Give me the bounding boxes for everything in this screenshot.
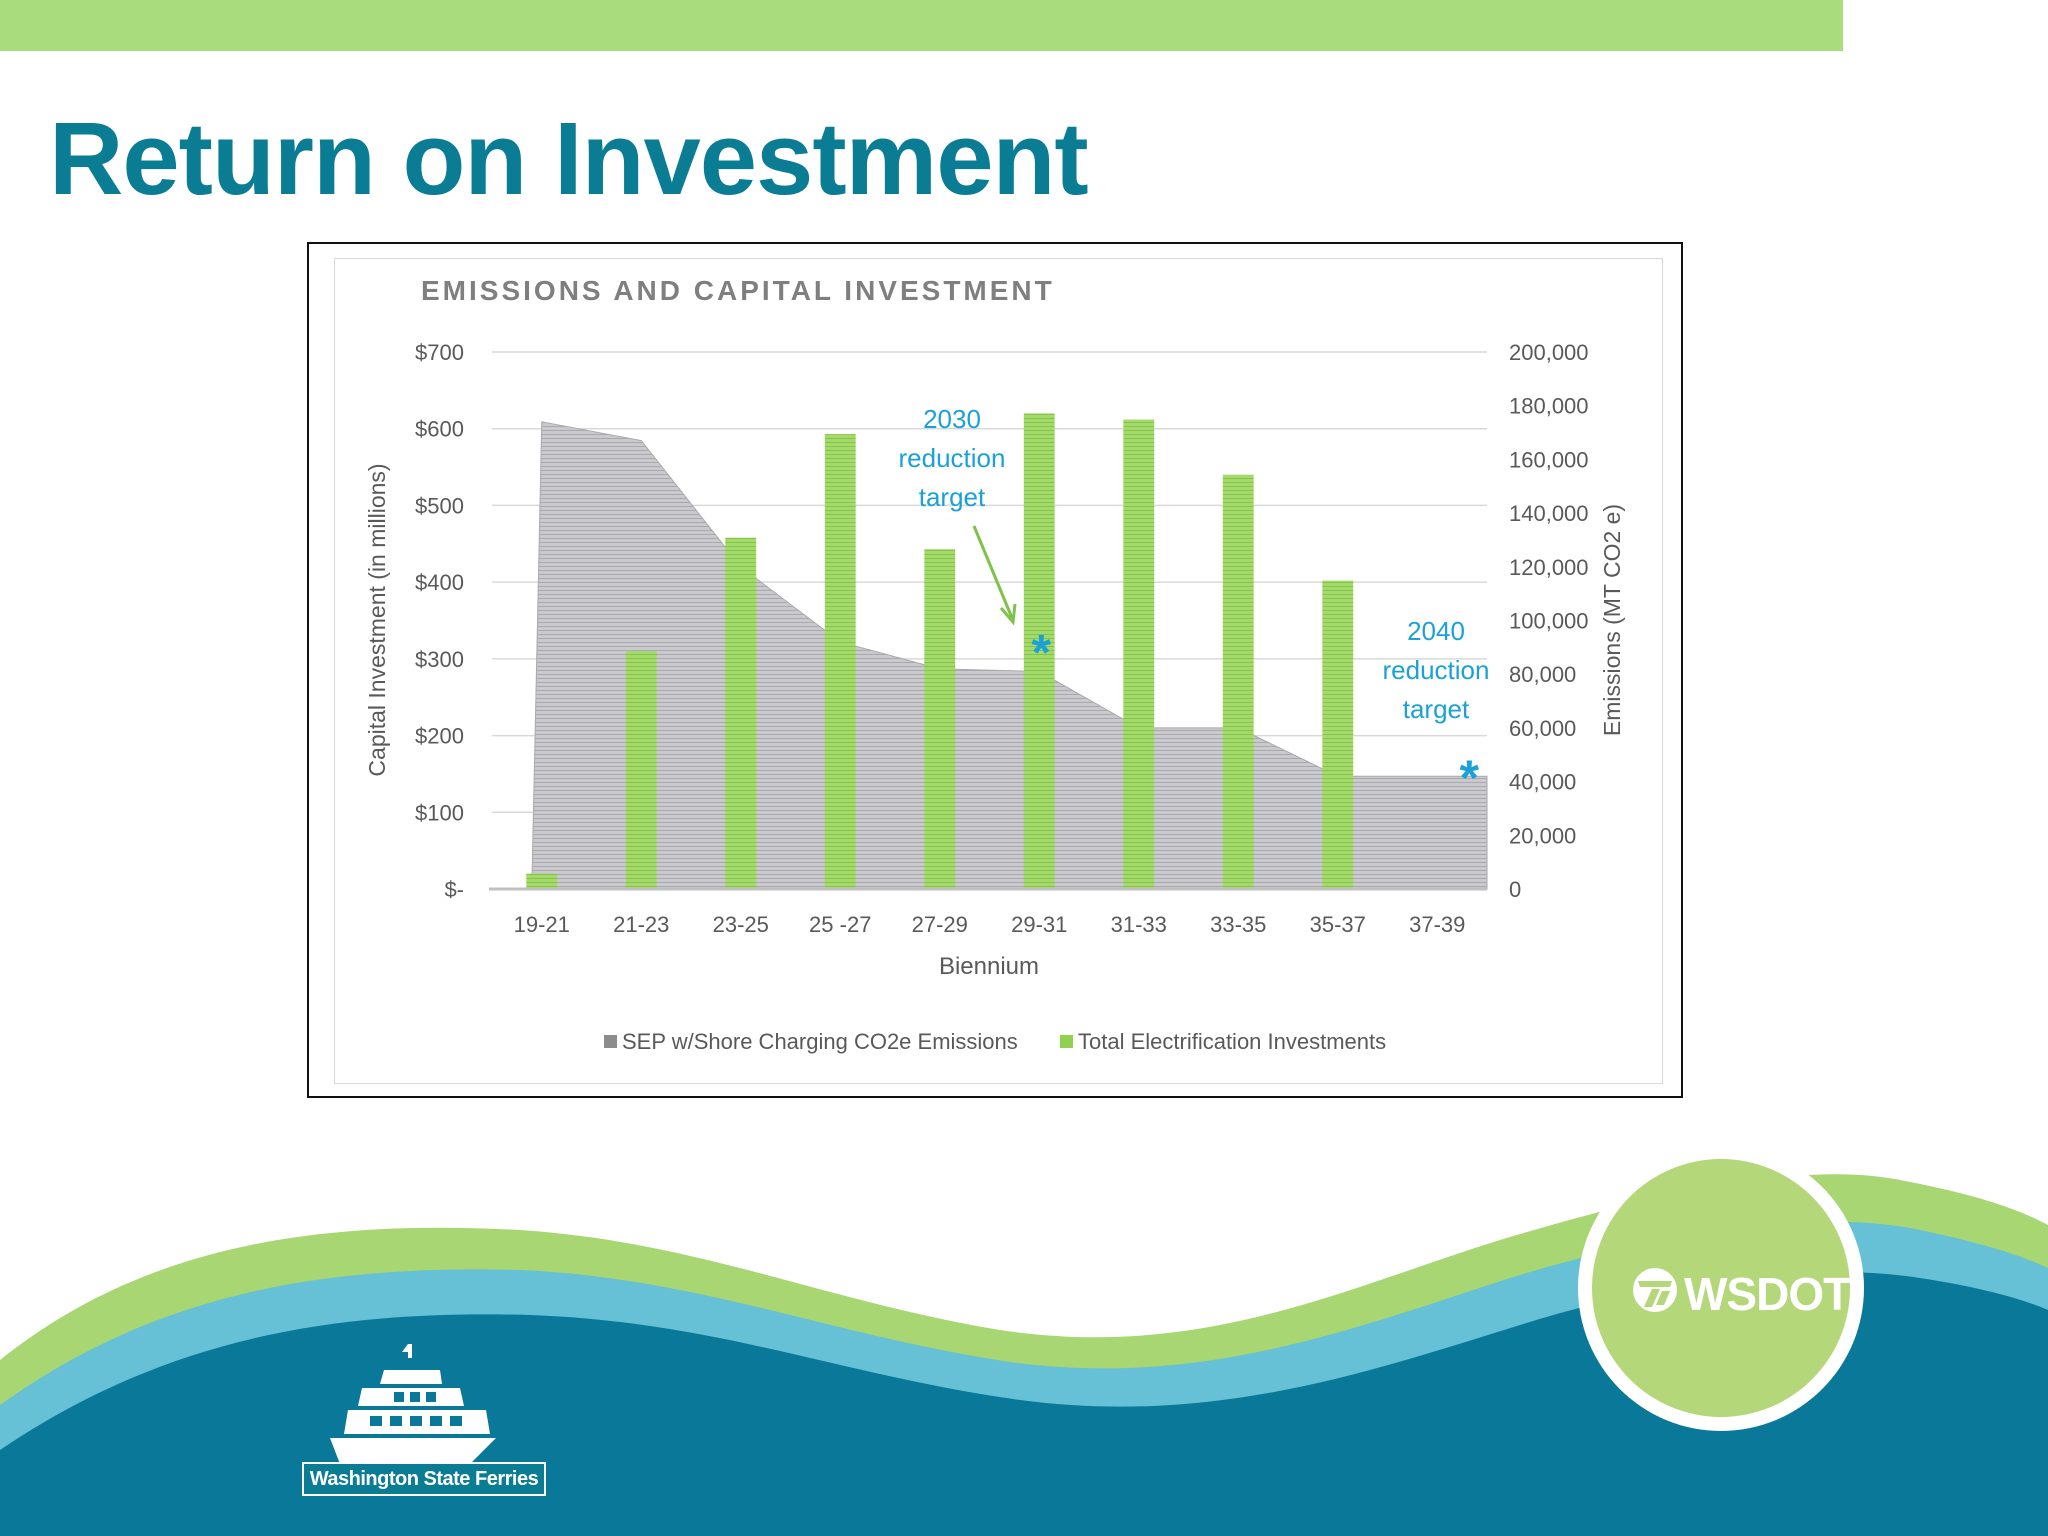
x-axis-title: Biennium [939, 953, 1039, 980]
x-tick-label: 19-21 [514, 912, 570, 937]
wsdot-logo-text: WSDOT [1684, 1268, 1851, 1320]
y2-tick-label: 200,000 [1509, 340, 1589, 365]
y2-tick-label: 40,000 [1509, 770, 1576, 795]
x-tick-label: 33-35 [1210, 912, 1266, 937]
wsdot-mark-icon [1633, 1268, 1677, 1312]
annotation-2030-text: 2030 [923, 404, 981, 434]
x-tick-label: 29-31 [1011, 912, 1067, 937]
annotation-2040-asterisk: * [1460, 750, 1480, 806]
annotation-2040-text: target [1403, 694, 1470, 724]
x-tick-label: 21-23 [613, 912, 669, 937]
x-tick-label: 25 -27 [809, 912, 871, 937]
y2-tick-label: 120,000 [1509, 555, 1589, 580]
y-axis-title: Capital Investment (in millions) [364, 463, 390, 776]
y-tick-label: $700 [415, 340, 464, 365]
annotation-2040-text: 2040 [1407, 616, 1465, 646]
annotation-2030-text: reduction [899, 443, 1006, 473]
annotation-2030-arrowhead [999, 603, 1017, 626]
legend-swatch-emissions [604, 1035, 617, 1048]
x-tick-label: 27-29 [912, 912, 968, 937]
wsdot-logo-circle: WSDOT [1592, 1159, 1851, 1417]
legend-label-investments: Total Electrification Investments [1078, 1029, 1386, 1054]
investment-bar [1023, 413, 1055, 889]
y2-tick-label: 0 [1509, 877, 1521, 902]
annotation-2040-text: reduction [1383, 655, 1490, 685]
annotation-2030-text: target [919, 482, 986, 512]
investment-bar [725, 537, 757, 889]
chart-title: EMISSIONS AND CAPITAL INVESTMENT [421, 275, 1055, 306]
investment-bar [824, 434, 856, 889]
investment-bar [924, 549, 956, 889]
y-tick-label: $- [444, 877, 464, 902]
annotation-2030-arrow [972, 525, 1014, 619]
y2-tick-label: 180,000 [1509, 394, 1589, 419]
investment-bar [526, 873, 558, 889]
y-tick-label: $600 [415, 417, 464, 442]
y-tick-label: $100 [415, 800, 464, 825]
wsf-logo-label: Washington State Ferries [302, 1462, 546, 1496]
x-tick-label: 23-25 [713, 912, 769, 937]
wsdot-logo: WSDOT [1578, 1145, 1864, 1431]
annotation-2030-asterisk: * [1032, 624, 1052, 680]
investment-bar [625, 651, 657, 889]
investment-bar [1222, 474, 1254, 889]
investment-bar [1123, 419, 1155, 889]
y-tick-label: $300 [415, 647, 464, 672]
y2-tick-label: 20,000 [1509, 823, 1576, 848]
y2-axis-title: Emissions (MT CO2 e) [1599, 504, 1625, 736]
top-accent-bar [0, 0, 1843, 51]
x-tick-label: 31-33 [1111, 912, 1167, 937]
slide-title: Return on Investment [49, 101, 1089, 216]
y2-tick-label: 140,000 [1509, 501, 1589, 526]
y2-tick-label: 160,000 [1509, 447, 1589, 472]
y-tick-label: $500 [415, 493, 464, 518]
y2-tick-label: 100,000 [1509, 609, 1589, 634]
ferry-logo [330, 1344, 496, 1464]
y2-tick-label: 80,000 [1509, 662, 1576, 687]
x-tick-label: 37-39 [1409, 912, 1465, 937]
investment-bar [1322, 580, 1354, 889]
y2-tick-label: 60,000 [1509, 716, 1576, 741]
y-tick-label: $400 [415, 570, 464, 595]
legend-swatch-investments [1060, 1035, 1073, 1048]
emissions-investment-chart: EMISSIONS AND CAPITAL INVESTMENT $- $100 $2… [364, 275, 1625, 1054]
y-tick-label: $200 [415, 724, 464, 749]
chart-frame: EMISSIONS AND CAPITAL INVESTMENT $- $100 $2… [307, 242, 1683, 1098]
legend-label-emissions: SEP w/Shore Charging CO2e Emissions [622, 1029, 1018, 1054]
x-tick-label: 35-37 [1310, 912, 1366, 937]
chart-plot-border [334, 258, 1663, 1084]
